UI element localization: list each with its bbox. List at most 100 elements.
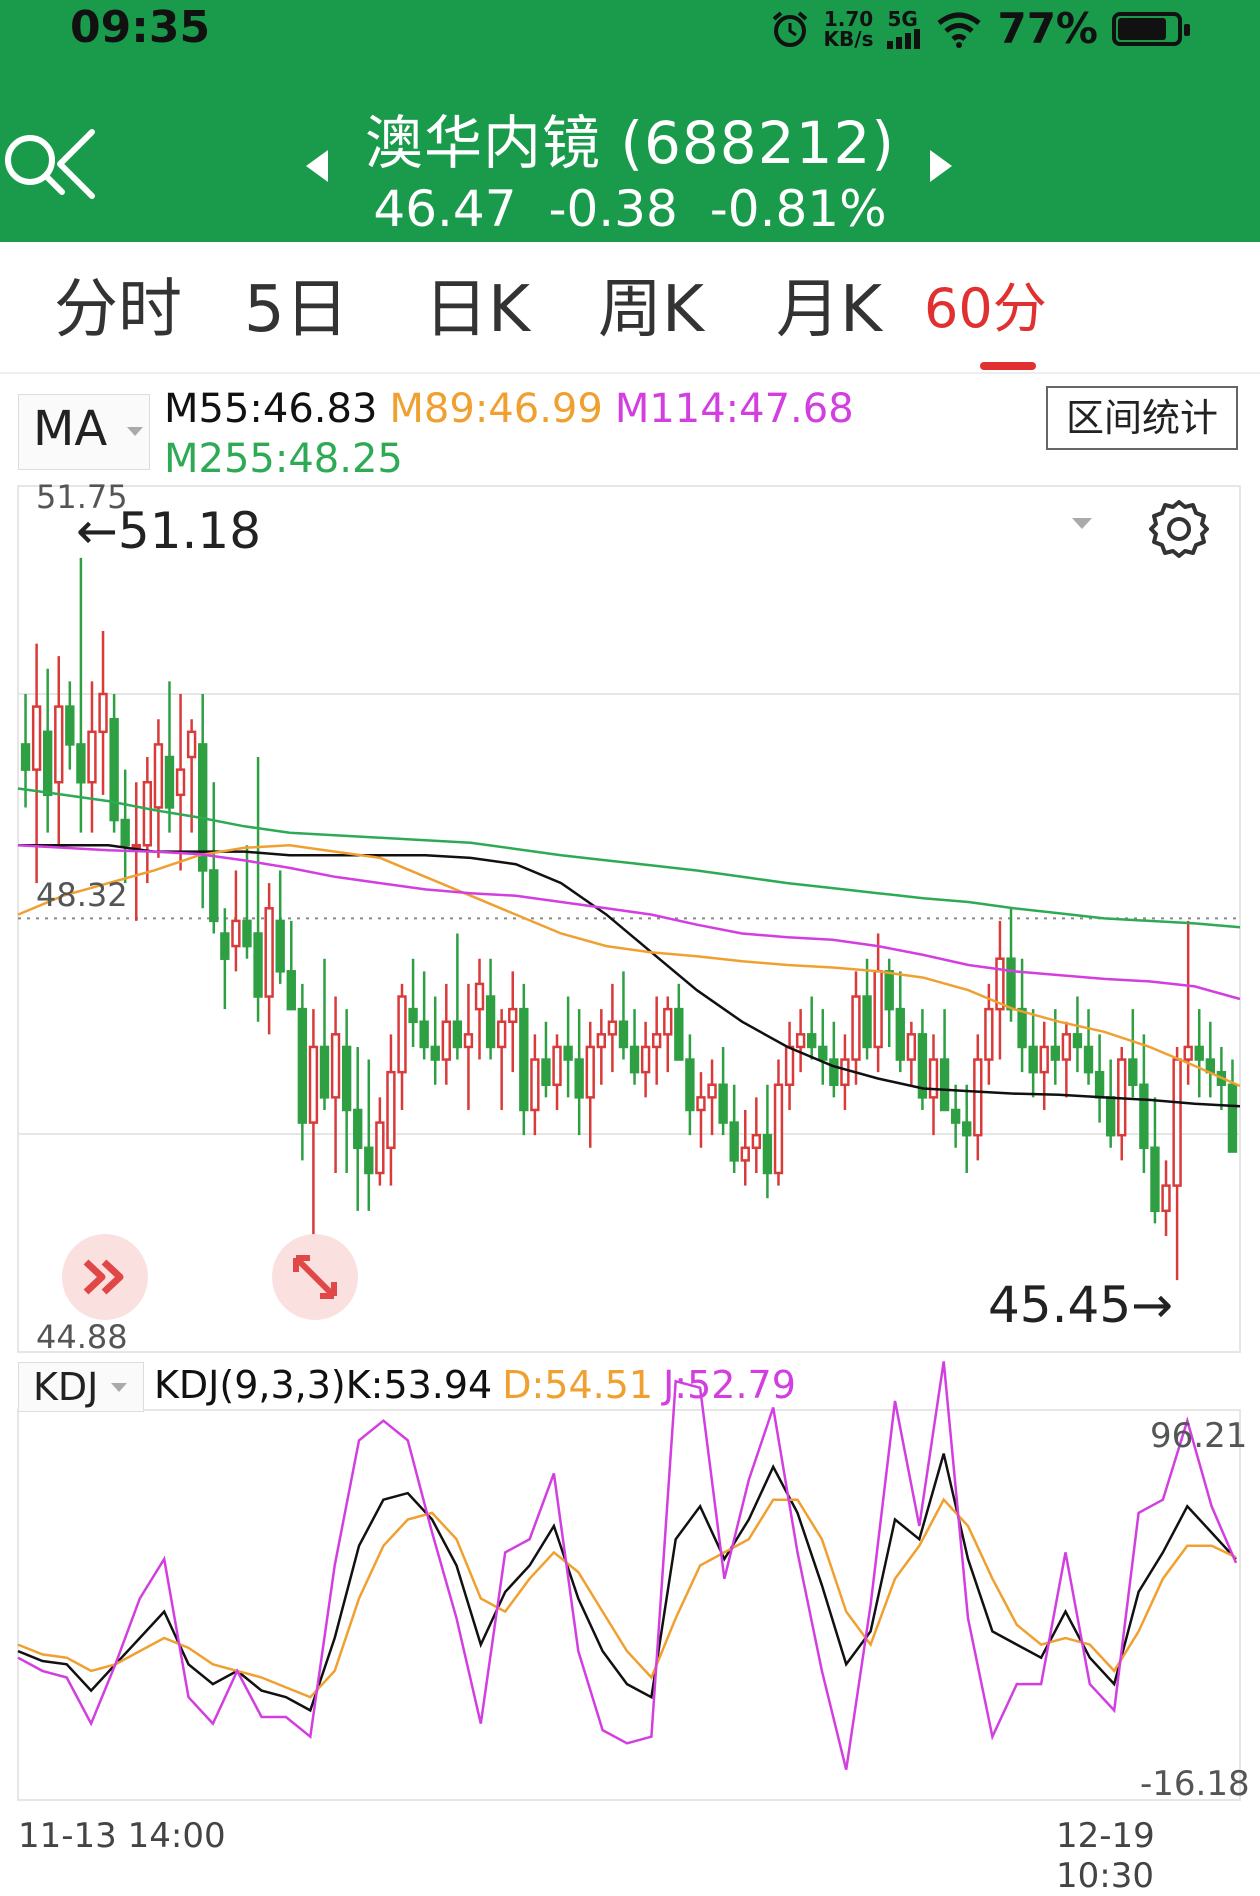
- candle-body: [1028, 1045, 1038, 1074]
- candle-body: [1128, 1058, 1138, 1087]
- kdj-axis-bottom: -16.18: [1140, 1764, 1250, 1804]
- candle-body: [818, 1045, 828, 1061]
- candle-body: [87, 730, 97, 784]
- ma-dropdown-icon: [127, 427, 143, 436]
- candle-body: [651, 1033, 662, 1049]
- candle-body: [962, 1121, 972, 1137]
- candle-body: [740, 1146, 750, 1162]
- candle-body: [264, 907, 274, 998]
- resize-diagonal-icon: [293, 1255, 337, 1299]
- candle-body: [928, 1058, 939, 1099]
- candle-body: [629, 1045, 640, 1074]
- tab-5day[interactable]: 5日: [244, 273, 349, 347]
- search-button[interactable]: [0, 130, 70, 200]
- candle-body: [1017, 1007, 1027, 1049]
- candle-body: [807, 1033, 817, 1049]
- app-header: 09:35 1.70 KB/s 5G: [0, 0, 1260, 242]
- candle-body: [65, 705, 75, 746]
- next-stock-button[interactable]: [924, 148, 958, 184]
- ma-m55: M55:46.83: [164, 386, 378, 432]
- candle-body: [973, 1058, 983, 1137]
- candle-body: [1139, 1083, 1149, 1150]
- expand-arrows-button[interactable]: [62, 1234, 148, 1320]
- candle-body: [353, 1108, 363, 1150]
- candle-body: [142, 780, 153, 847]
- tab-day-k[interactable]: 日K: [424, 273, 530, 347]
- stock-title: 澳华内镜 (688212): [364, 109, 896, 177]
- candle-body: [330, 1033, 341, 1099]
- candle-body: [751, 1133, 762, 1150]
- gear-icon[interactable]: [1148, 498, 1210, 560]
- period-dropdown-arrow-icon[interactable]: [1072, 518, 1092, 529]
- candle-body: [541, 1058, 551, 1087]
- candle-body: [1227, 1083, 1238, 1153]
- candle-body: [596, 1033, 607, 1049]
- candle-body: [1105, 1096, 1116, 1137]
- tab-60min[interactable]: 60分: [924, 277, 1047, 340]
- candle-body: [286, 970, 296, 1011]
- candle-body: [840, 1058, 850, 1087]
- candle-body: [607, 1020, 618, 1036]
- candle-body: [773, 1083, 784, 1175]
- candle-body: [674, 1007, 684, 1061]
- period-tabs: 分时 5日 日K 周K 月K 60分: [0, 242, 1260, 558]
- candle-body: [995, 957, 1005, 1011]
- candle-body: [563, 1045, 573, 1061]
- wifi-icon: [937, 12, 982, 48]
- candle-body: [508, 1007, 518, 1023]
- candle-body: [496, 1020, 507, 1049]
- date-start: 11-13 14:00: [18, 1816, 226, 1856]
- candle-body: [618, 1020, 629, 1049]
- high-price-marker: ←51.18: [76, 502, 262, 560]
- candle-body: [795, 1033, 806, 1049]
- candle-body: [441, 1020, 451, 1061]
- candle-body: [1094, 1070, 1105, 1099]
- tab-fenshi[interactable]: 分时: [54, 273, 182, 347]
- candle-body: [895, 1007, 905, 1061]
- candle-body: [397, 995, 407, 1074]
- kdj-d-value: D:54.51: [502, 1363, 654, 1407]
- signal-bars-icon: [887, 28, 921, 49]
- candle-body: [31, 705, 42, 771]
- net-speed-unit: KB/s: [823, 26, 874, 51]
- candle-body: [1183, 1045, 1193, 1061]
- kdj-selector[interactable]: KDJ: [18, 1362, 144, 1412]
- ma-selector[interactable]: MA: [18, 394, 150, 470]
- candle-body: [1061, 1033, 1072, 1061]
- tab-month-k[interactable]: 月K: [776, 273, 882, 347]
- tab-week-k[interactable]: 周K: [598, 273, 704, 347]
- fullscreen-button[interactable]: [272, 1234, 358, 1320]
- candle-body: [906, 1033, 917, 1061]
- candle-body: [1150, 1146, 1160, 1213]
- candle-body: [1205, 1058, 1216, 1074]
- ma-m255: M255:48.25: [164, 436, 403, 482]
- chart-grid: [17, 485, 1241, 1801]
- kdj-axis-top: 96.21: [1150, 1416, 1248, 1456]
- range-stats-button[interactable]: 区间统计: [1046, 386, 1238, 450]
- candle-body: [375, 1121, 385, 1175]
- candle-body: [175, 768, 186, 797]
- net-speed: 1.70 KB/s: [824, 9, 874, 49]
- candle-body: [98, 692, 108, 734]
- candle-body: [585, 1045, 595, 1099]
- candle-body: [917, 1033, 928, 1099]
- candle-body: [253, 932, 263, 998]
- candle-body: [696, 1096, 706, 1112]
- status-indicators: 1.70 KB/s 5G: [770, 4, 1190, 53]
- candle-body: [829, 1058, 839, 1087]
- candle-body: [209, 869, 219, 923]
- candle-body: [862, 995, 872, 1049]
- prev-stock-button[interactable]: [300, 148, 334, 184]
- candles: [20, 557, 1238, 1281]
- kdj-k-value: KDJ(9,3,3)K:53.94: [154, 1363, 493, 1407]
- candle-body: [308, 1045, 319, 1124]
- kdj-lines: [17, 1361, 1238, 1770]
- kdj-dropdown-icon: [111, 1383, 127, 1392]
- back-button[interactable]: [48, 124, 108, 204]
- price-axis-mid: 48.32: [36, 876, 128, 914]
- candle-body: [430, 1045, 440, 1061]
- alarm-icon: [772, 10, 807, 47]
- candle-body: [552, 1045, 562, 1087]
- ma-legend: M55:46.83 M89:46.99 M114:47.68 M255:48.25: [164, 384, 1064, 484]
